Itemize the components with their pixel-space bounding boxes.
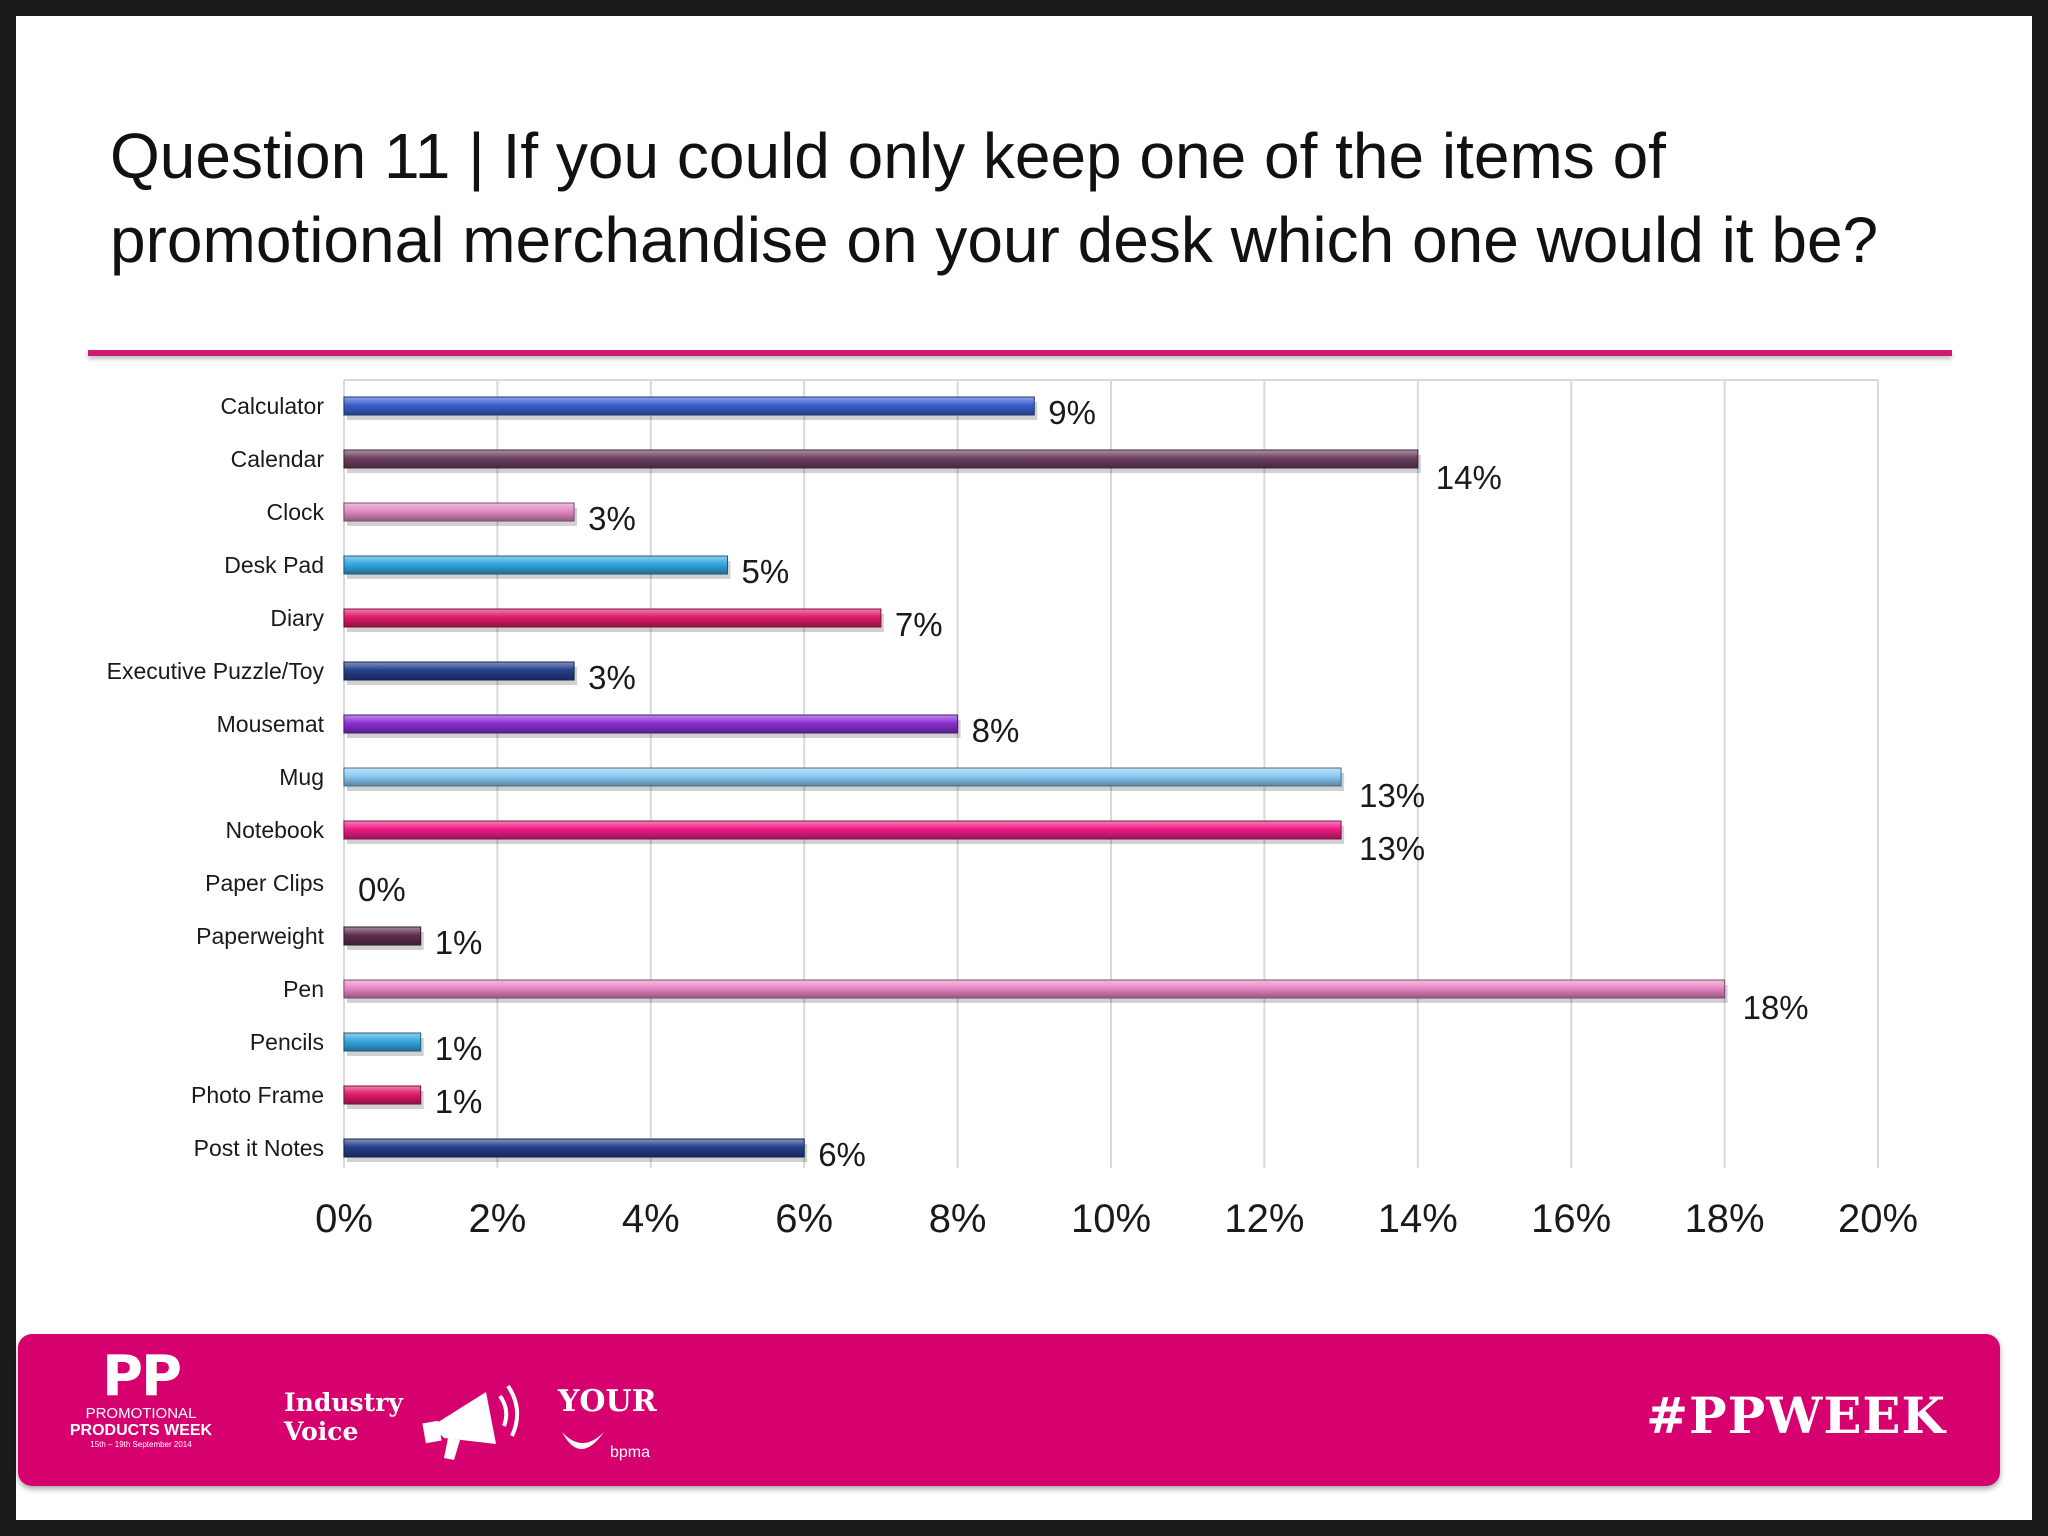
- bar: [343, 1085, 422, 1105]
- bar: [343, 661, 575, 681]
- x-tick-label: 10%: [1071, 1197, 1151, 1241]
- data-label: 18%: [1743, 989, 1809, 1026]
- data-label: 9%: [1048, 394, 1096, 431]
- pp-logo-line2: PRODUCTS WEEK: [69, 1422, 213, 1439]
- category-label: Post it Notes: [194, 1135, 324, 1161]
- bar: [343, 926, 422, 946]
- bar: [343, 714, 959, 734]
- hashtag-ppweek: #PPWEEK: [1646, 1386, 1946, 1445]
- x-tick-label: 12%: [1224, 1197, 1304, 1241]
- bar: [343, 979, 1726, 999]
- x-tick-label: 4%: [622, 1197, 680, 1241]
- x-tick-label: 18%: [1685, 1197, 1765, 1241]
- category-labels: Calculator Calendar Clock Desk Pad Diary Exec…: [107, 393, 325, 1161]
- category-label: Notebook: [226, 817, 325, 843]
- x-axis-ticks: 0% 2% 4% 6% 8% 10% 12% 14% 16% 18% 20%: [315, 1197, 1918, 1241]
- industry-voice-logo: Industry Voice: [284, 1388, 403, 1446]
- data-label: 1%: [435, 1083, 483, 1120]
- data-label: 13%: [1359, 830, 1425, 867]
- pp-logo-dates: 15th – 19th September 2014: [90, 1440, 192, 1449]
- pp-logo-line1: PROMOTIONAL: [85, 1405, 197, 1422]
- category-label: Executive Puzzle/Toy: [107, 658, 325, 684]
- x-tick-label: 20%: [1838, 1197, 1918, 1241]
- bar: [343, 767, 1342, 787]
- category-label: Mug: [279, 764, 324, 790]
- title-divider: [88, 350, 1952, 356]
- bar: [343, 555, 728, 575]
- bar: [343, 502, 575, 522]
- data-labels: 9% 14% 3% 5% 7% 3% 8% 13% 13% 0% 1% 18% 1% 1% 6%: [358, 394, 1809, 1173]
- category-label: Photo Frame: [191, 1082, 324, 1108]
- voice-label: Voice: [284, 1417, 359, 1446]
- data-label: 3%: [588, 659, 636, 696]
- category-label: Clock: [266, 499, 324, 525]
- category-label: Diary: [270, 605, 324, 631]
- data-label: 0%: [358, 871, 406, 908]
- data-label: 8%: [972, 712, 1020, 749]
- bar: [343, 1032, 422, 1052]
- bar: [343, 608, 882, 628]
- bpma-smile-icon: [562, 1432, 604, 1449]
- data-label: 1%: [435, 924, 483, 961]
- x-tick-label: 6%: [775, 1197, 833, 1241]
- category-label: Paper Clips: [205, 870, 324, 896]
- bars: [343, 396, 1728, 1162]
- bar: [343, 1138, 805, 1158]
- bar: [343, 449, 1419, 469]
- slide-title: Question 11 | If you could only keep one…: [110, 120, 1879, 276]
- x-tick-label: 0%: [315, 1197, 373, 1241]
- bar: [343, 396, 1035, 416]
- pp-logo-mark: PP: [101, 1344, 182, 1409]
- x-tick-label: 14%: [1378, 1197, 1458, 1241]
- x-tick-label: 2%: [468, 1197, 526, 1241]
- footer-banner: PP PROMOTIONAL PRODUCTS WEEK 15th – 19th…: [18, 1334, 2000, 1486]
- pp-week-logo: PP PROMOTIONAL PRODUCTS WEEK 15th – 19th…: [56, 1348, 226, 1451]
- bar-chart: Calculator Calendar Clock Desk Pad Diary Exec…: [107, 379, 1918, 1241]
- category-label: Desk Pad: [224, 552, 324, 578]
- data-label: 14%: [1436, 459, 1502, 496]
- data-label: 13%: [1359, 777, 1425, 814]
- data-label: 6%: [818, 1136, 866, 1173]
- megaphone-icon: [422, 1384, 520, 1460]
- bpma-label: bpma: [610, 1444, 651, 1461]
- category-label: Paperweight: [196, 923, 324, 949]
- category-label: Pen: [283, 976, 324, 1002]
- your-bpma-logo: YOUR: [558, 1384, 657, 1419]
- industry-label: Industry: [284, 1388, 403, 1417]
- category-label: Pencils: [250, 1029, 324, 1055]
- bar: [343, 820, 1342, 840]
- category-label: Mousemat: [217, 711, 325, 737]
- category-label: Calculator: [220, 393, 324, 419]
- data-label: 3%: [588, 500, 636, 537]
- data-label: 5%: [742, 553, 790, 590]
- x-tick-label: 8%: [929, 1197, 987, 1241]
- category-label: Calendar: [231, 446, 325, 472]
- data-label: 7%: [895, 606, 943, 643]
- data-label: 1%: [435, 1030, 483, 1067]
- x-tick-label: 16%: [1531, 1197, 1611, 1241]
